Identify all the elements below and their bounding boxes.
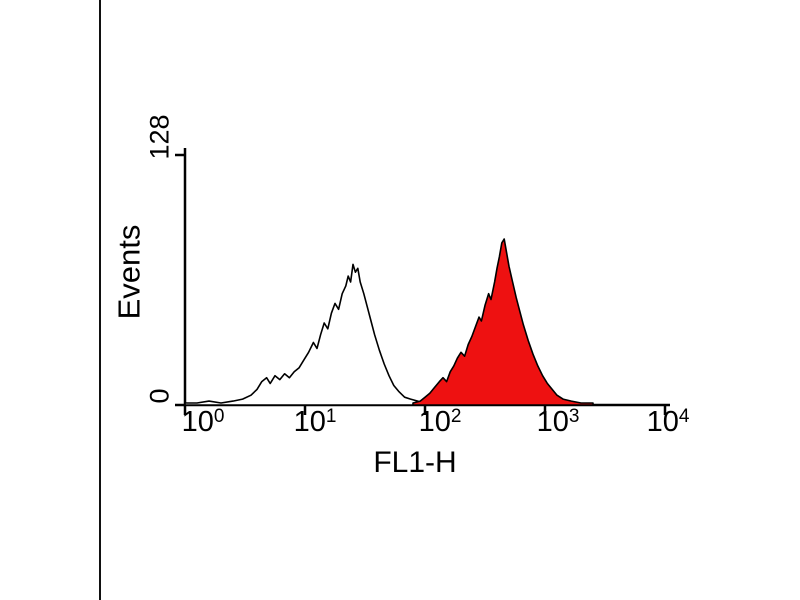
left-frame-line (99, 0, 101, 600)
x-tick-exponent: 1 (325, 406, 337, 427)
axis-lines (183, 148, 670, 407)
negative-control-open-histogram (184, 263, 438, 406)
y-axis-ticks (175, 153, 185, 407)
x-tick-base: 10 (646, 406, 679, 438)
x-tick-label-10e3: 103 (537, 407, 580, 437)
x-tick-base: 10 (293, 406, 326, 438)
x-tick-exponent: 0 (213, 406, 225, 427)
x-tick-exponent: 4 (678, 406, 690, 427)
x-tick-label-10e4: 104 (647, 407, 690, 437)
x-tick-label-10e2: 102 (419, 407, 462, 437)
x-tick-label-10e0: 100 (182, 407, 225, 437)
x-tick-base: 10 (418, 406, 451, 438)
x-axis-title: FL1-H (373, 446, 457, 479)
x-tick-exponent: 3 (568, 406, 580, 427)
x-tick-exponent: 2 (450, 406, 462, 427)
y-tick-label-max: 128 (144, 114, 175, 160)
y-axis-title: Events (111, 224, 147, 320)
x-tick-base: 10 (181, 406, 214, 438)
histogram-series-layer (184, 238, 594, 406)
stained-sample-red-histogram (412, 238, 594, 406)
x-tick-base: 10 (536, 406, 569, 438)
x-axis-ticks (183, 405, 667, 415)
x-tick-label-10e1: 101 (294, 407, 337, 437)
y-tick-label-zero: 0 (144, 388, 175, 404)
